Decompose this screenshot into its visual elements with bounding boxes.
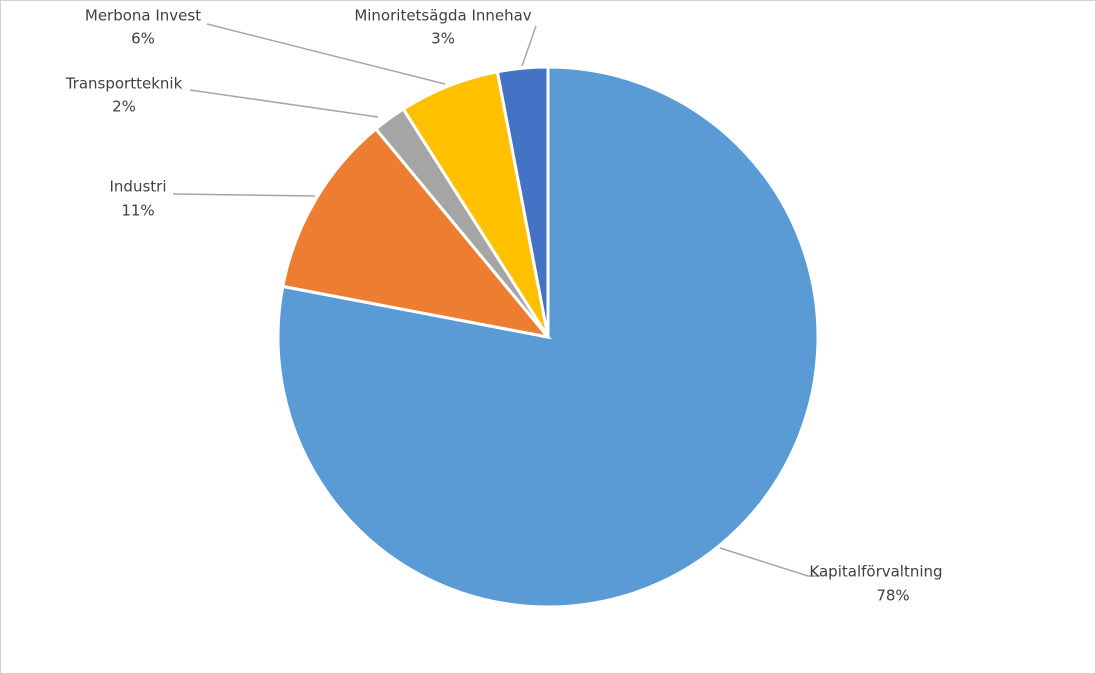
slice-value-label: 78%	[876, 587, 909, 605]
leader-line	[719, 547, 820, 577]
slice-value-label: 6%	[131, 30, 155, 48]
slice-label: Industri	[110, 178, 167, 196]
slice-label: Kapitalförvaltning	[809, 563, 942, 581]
pie-slice	[281, 126, 552, 340]
slice-value-label: 2%	[112, 98, 136, 116]
leader-line	[206, 23, 446, 85]
leader-line	[189, 89, 379, 118]
slice-value-label: 11%	[121, 202, 154, 220]
pie-slice	[495, 65, 550, 338]
slice-label: Minoritetsägda Innehav	[354, 7, 531, 25]
slice-value-label: 3%	[431, 30, 455, 48]
leader-line	[172, 193, 316, 197]
leader-line	[521, 25, 537, 67]
slice-label: Merbona Invest	[85, 7, 201, 25]
slice-label: Transportteknik	[65, 75, 183, 93]
